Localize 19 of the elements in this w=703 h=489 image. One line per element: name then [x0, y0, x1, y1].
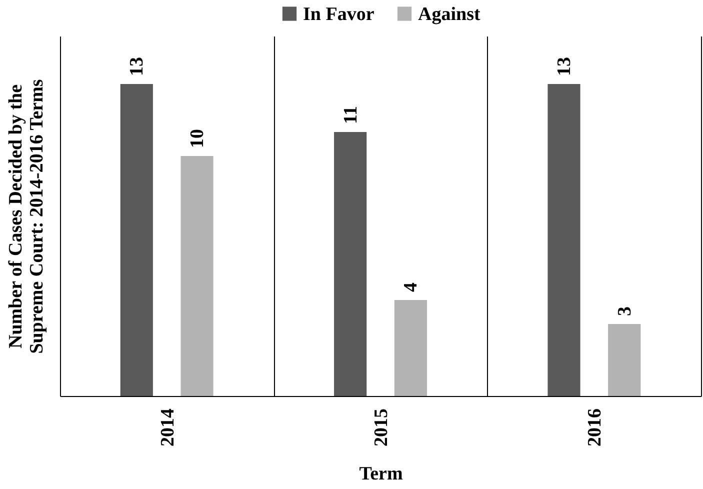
- x-tick-label: 2014: [157, 408, 178, 446]
- x-tick-label: 2016: [584, 408, 606, 446]
- data-label: 13: [554, 57, 575, 76]
- bar: [180, 156, 214, 396]
- data-label: 11: [340, 106, 362, 124]
- data-label: 13: [126, 57, 148, 76]
- bar: [548, 84, 580, 396]
- legend-label: In Favor: [303, 4, 375, 25]
- x-tick-label: 2015: [371, 408, 392, 446]
- bar: [608, 324, 641, 396]
- bar: [334, 132, 367, 396]
- data-label: 4: [400, 282, 422, 292]
- data-label: 10: [187, 129, 208, 148]
- bar: [394, 300, 427, 396]
- bar: [120, 84, 153, 396]
- data-label: 3: [614, 306, 636, 316]
- y-axis-title: Number of Cases Decided by the Supreme Court: 2014-2016 Terms: [6, 79, 48, 354]
- x-axis-title: Term: [359, 464, 403, 484]
- legend-label: Against: [418, 4, 481, 25]
